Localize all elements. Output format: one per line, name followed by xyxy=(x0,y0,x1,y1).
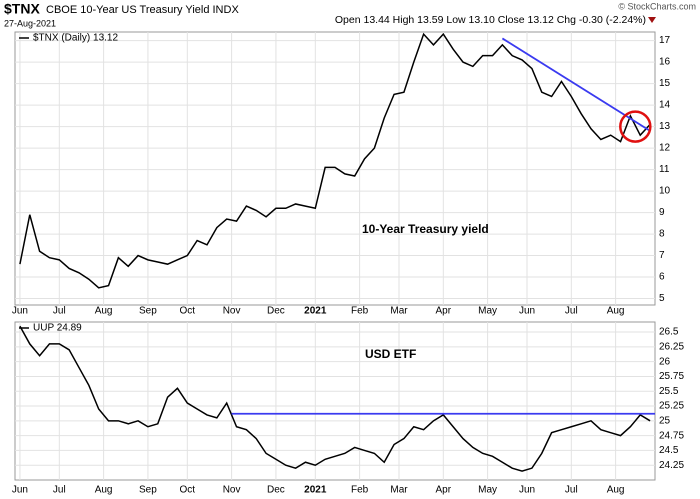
x-tick-label: Jun xyxy=(12,306,28,317)
x-tick-label: Aug xyxy=(607,306,625,317)
quote: Open 13.44 High 13.59 Low 13.10 Close 13… xyxy=(335,14,646,26)
x-tick-label: Nov xyxy=(223,306,241,317)
y-tick-label: 25 xyxy=(659,415,671,426)
date: 27-Aug-2021 xyxy=(4,18,56,28)
x-tick-label: Mar xyxy=(390,485,408,496)
y-tick-label: 24.5 xyxy=(659,445,679,456)
y-tick-label: 26.5 xyxy=(659,327,679,338)
x-tick-label: Aug xyxy=(95,485,113,496)
legend-label: $TNX (Daily) 13.12 xyxy=(33,33,118,44)
y-tick-label: 26 xyxy=(659,356,671,367)
y-tick-label: 24.75 xyxy=(659,430,684,441)
y-tick-label: 25.5 xyxy=(659,386,679,397)
y-tick-label: 26.25 xyxy=(659,341,684,352)
y-tick-label: 5 xyxy=(659,293,665,304)
y-tick-label: 6 xyxy=(659,272,665,283)
x-tick-label: Jun xyxy=(519,306,535,317)
y-tick-label: 13 xyxy=(659,121,671,132)
y-tick-label: 16 xyxy=(659,57,671,68)
x-tick-label: Apr xyxy=(436,485,452,496)
y-tick-label: 24.25 xyxy=(659,460,684,471)
y-tick-label: 9 xyxy=(659,207,665,218)
price-line xyxy=(19,32,651,289)
x-tick-label: Apr xyxy=(436,306,452,317)
x-tick-label: Aug xyxy=(95,306,113,317)
x-tick-label: Sep xyxy=(139,485,157,496)
x-tick-label: 2021 xyxy=(304,306,327,317)
annotation: USD ETF xyxy=(365,347,416,361)
plot-frame xyxy=(14,31,656,306)
y-tick-label: 7 xyxy=(659,250,665,261)
x-tick-label: Jun xyxy=(519,485,535,496)
x-tick-label: Dec xyxy=(267,306,285,317)
x-tick-label: Sep xyxy=(139,306,157,317)
x-tick-label: Oct xyxy=(180,306,196,317)
trend-line xyxy=(501,37,651,132)
y-tick-label: 12 xyxy=(659,143,671,154)
x-tick-label: Jul xyxy=(53,306,66,317)
x-tick-label: Jul xyxy=(53,485,66,496)
x-tick-label: 2021 xyxy=(304,485,327,496)
x-tick-label: Feb xyxy=(351,485,369,496)
x-tick-label: Nov xyxy=(223,485,241,496)
legend-label: UUP 24.89 xyxy=(33,323,82,334)
price-line xyxy=(19,325,651,472)
x-tick-label: May xyxy=(478,306,497,317)
y-tick-label: 25.25 xyxy=(659,401,684,412)
y-tick-label: 11 xyxy=(659,164,670,175)
annotation: 10-Year Treasury yield xyxy=(362,222,489,236)
y-tick-label: 25.75 xyxy=(659,371,684,382)
plot-frame xyxy=(14,321,656,481)
x-tick-label: Jun xyxy=(12,485,28,496)
y-tick-label: 10 xyxy=(659,186,671,197)
y-tick-label: 8 xyxy=(659,229,665,240)
x-tick-label: Oct xyxy=(180,485,196,496)
x-tick-label: Jul xyxy=(565,485,578,496)
y-tick-label: 17 xyxy=(659,35,671,46)
x-tick-label: May xyxy=(478,485,497,496)
copyright: © StockCharts.com xyxy=(618,1,696,11)
instrument-name: CBOE 10-Year US Treasury Yield INDX xyxy=(46,4,239,16)
y-tick-label: 15 xyxy=(659,78,671,89)
highlight-circle xyxy=(619,110,652,143)
x-tick-label: Jul xyxy=(565,306,578,317)
x-tick-label: Feb xyxy=(351,306,369,317)
down-arrow xyxy=(648,17,656,23)
x-tick-label: Aug xyxy=(607,485,625,496)
x-tick-label: Mar xyxy=(390,306,408,317)
x-tick-label: Dec xyxy=(267,485,285,496)
symbol: $TNX xyxy=(4,1,40,17)
y-tick-label: 14 xyxy=(659,100,671,111)
